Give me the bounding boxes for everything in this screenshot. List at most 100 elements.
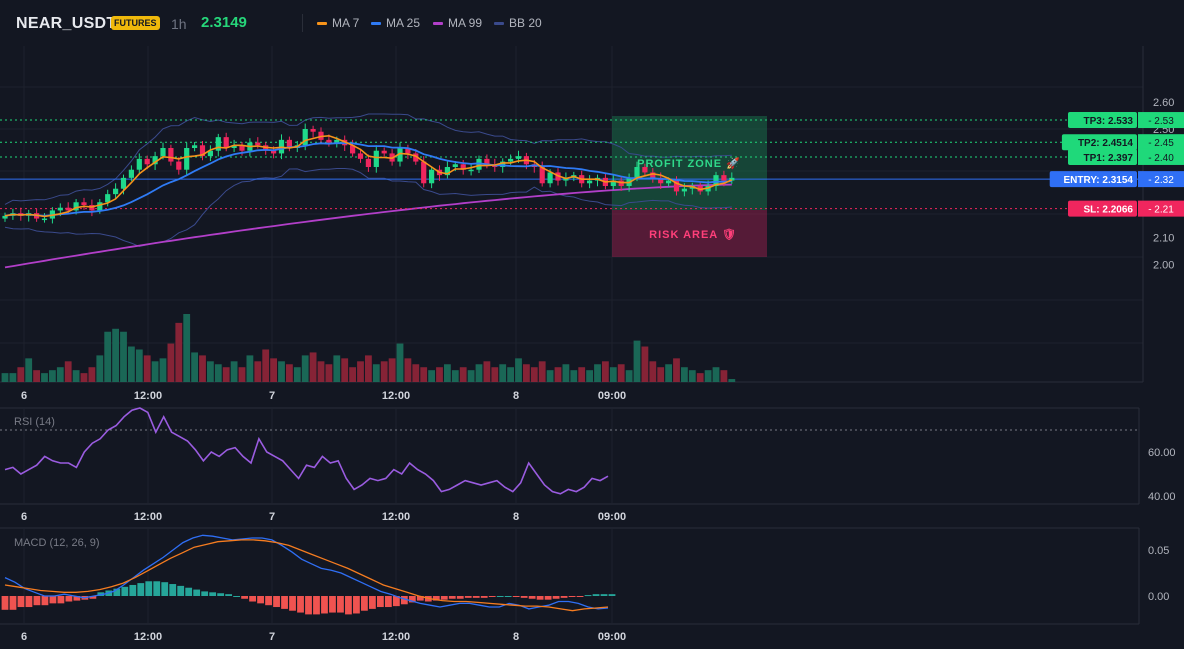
macd-histogram-bar <box>25 596 33 608</box>
chart-grid <box>0 46 1144 625</box>
volume-bar <box>325 364 333 382</box>
macd-histogram-bar <box>185 587 193 596</box>
candle-body <box>160 147 166 157</box>
macd-histogram-bar <box>353 596 360 614</box>
macd-histogram-bar <box>384 596 392 608</box>
symbol-name[interactable]: NEAR_USDT <box>16 15 117 32</box>
legend-ma7[interactable]: MA 7 <box>317 16 359 30</box>
volume-bar <box>1 373 9 382</box>
level-axis-bg-tp1 <box>1138 148 1184 165</box>
macd-histogram-bar <box>209 592 217 596</box>
candle-body <box>215 137 221 151</box>
level-axis-value-tp1: - 2.40 <box>1148 153 1174 164</box>
macd-histogram-bar <box>464 596 472 598</box>
volume-bar <box>167 343 175 382</box>
candle-body <box>192 145 198 148</box>
volume-bar <box>96 355 104 382</box>
macd-histogram-bar <box>432 596 440 601</box>
macd-histogram-bar <box>600 594 608 596</box>
candle-body <box>136 158 142 170</box>
candle-body <box>547 172 553 184</box>
macd-histogram-bar <box>440 596 448 600</box>
volume-bar <box>254 361 262 382</box>
legend-ma25[interactable]: MA 25 <box>371 16 420 30</box>
volume-bar <box>349 367 356 382</box>
macd-signal-line <box>4 539 609 612</box>
macd-histogram-bar <box>560 596 568 598</box>
macd-histogram-bar <box>408 596 416 603</box>
legend-ma7-label: MA 7 <box>332 16 360 30</box>
candle-body <box>81 202 87 205</box>
time-label: 12:00 <box>382 390 410 402</box>
timeframe-selector[interactable]: 1h <box>171 16 187 32</box>
volume-bar <box>404 358 412 382</box>
ma99-path <box>4 183 732 269</box>
profit-zone-label: PROFIT ZONE 🚀 <box>637 157 741 170</box>
time-label: 12:00 <box>134 631 162 643</box>
volume-bar <box>309 352 317 382</box>
level-label-bg-tp1 <box>1068 148 1137 165</box>
macd-histogram-bar <box>289 596 296 611</box>
volume-bar <box>357 361 364 382</box>
candle-body <box>65 207 71 211</box>
candle-body <box>539 166 545 184</box>
level-label-tp3: TP3: 2.533 <box>1084 116 1134 127</box>
volume-bar <box>286 364 293 382</box>
volume-bar <box>88 367 96 382</box>
candle-body <box>334 139 340 143</box>
macd-histogram-bar <box>512 596 520 597</box>
bb-lower <box>4 168 732 248</box>
volume-bar <box>609 367 617 382</box>
candle-body <box>397 147 403 162</box>
candle-body <box>642 166 648 173</box>
macd-histogram-bar <box>49 596 57 604</box>
level-label-sl: SL: 2.2066 <box>1084 205 1134 216</box>
time-axis-main: 6 12:00 7 12:00 8 09:00 <box>21 390 626 402</box>
volume-bar <box>120 331 127 382</box>
level-axis-value-sl: - 2.21 <box>1148 205 1174 216</box>
macd-histogram-bar <box>456 596 464 599</box>
candle-body <box>413 153 419 162</box>
volume-bar <box>594 364 601 382</box>
volume-bar <box>428 370 435 382</box>
volume-bar <box>341 358 349 382</box>
candle-body <box>484 158 490 165</box>
volume-bar <box>293 367 301 382</box>
volume-bar <box>546 370 554 382</box>
candle-body <box>97 202 103 211</box>
volume-bar <box>262 349 270 382</box>
macd-histogram-bar <box>241 596 249 599</box>
macd-histogram-bar <box>368 596 376 609</box>
macd-histogram-bar <box>265 596 272 606</box>
macd-histogram-bar <box>376 596 384 608</box>
time-label: 12:00 <box>134 511 162 523</box>
level-axis-value-tp3: - 2.53 <box>1148 116 1174 127</box>
candle-body <box>231 145 237 148</box>
legend-ma25-label: MA 25 <box>386 16 421 30</box>
level-label-bg-tp2 <box>1061 134 1137 151</box>
candle-body <box>452 164 458 167</box>
macd-histogram-bar <box>337 596 344 613</box>
macd-histogram-bar <box>113 588 121 596</box>
volume-bar <box>135 349 143 382</box>
level-axis-bg-sl <box>1138 200 1184 217</box>
candle-body <box>168 147 174 162</box>
macd-histogram-bar <box>297 596 304 613</box>
macd-tick: 0.05 <box>1148 545 1169 557</box>
candle-body <box>105 194 111 203</box>
candle-body <box>239 145 245 151</box>
volume-bar <box>317 361 325 382</box>
panel-bg-1 <box>0 409 1139 504</box>
volume-bar <box>696 373 704 382</box>
rsi-line <box>4 407 609 495</box>
level-labels: TP3: 2.533 - 2.53 TP2: 2.4514 - 2.45 TP1: 2.… <box>1049 112 1184 217</box>
risk-area-label: RISK AREA 🛡 <box>649 228 737 241</box>
legend-ma99[interactable]: MA 99 <box>433 16 482 30</box>
candle-body <box>666 180 672 184</box>
volume-bar <box>467 370 475 382</box>
candle-body <box>729 177 735 181</box>
level-axis-value-entry: - 2.32 <box>1148 175 1174 186</box>
legend-bb20[interactable]: BB 20 <box>494 16 542 30</box>
volume-bar <box>507 367 514 382</box>
